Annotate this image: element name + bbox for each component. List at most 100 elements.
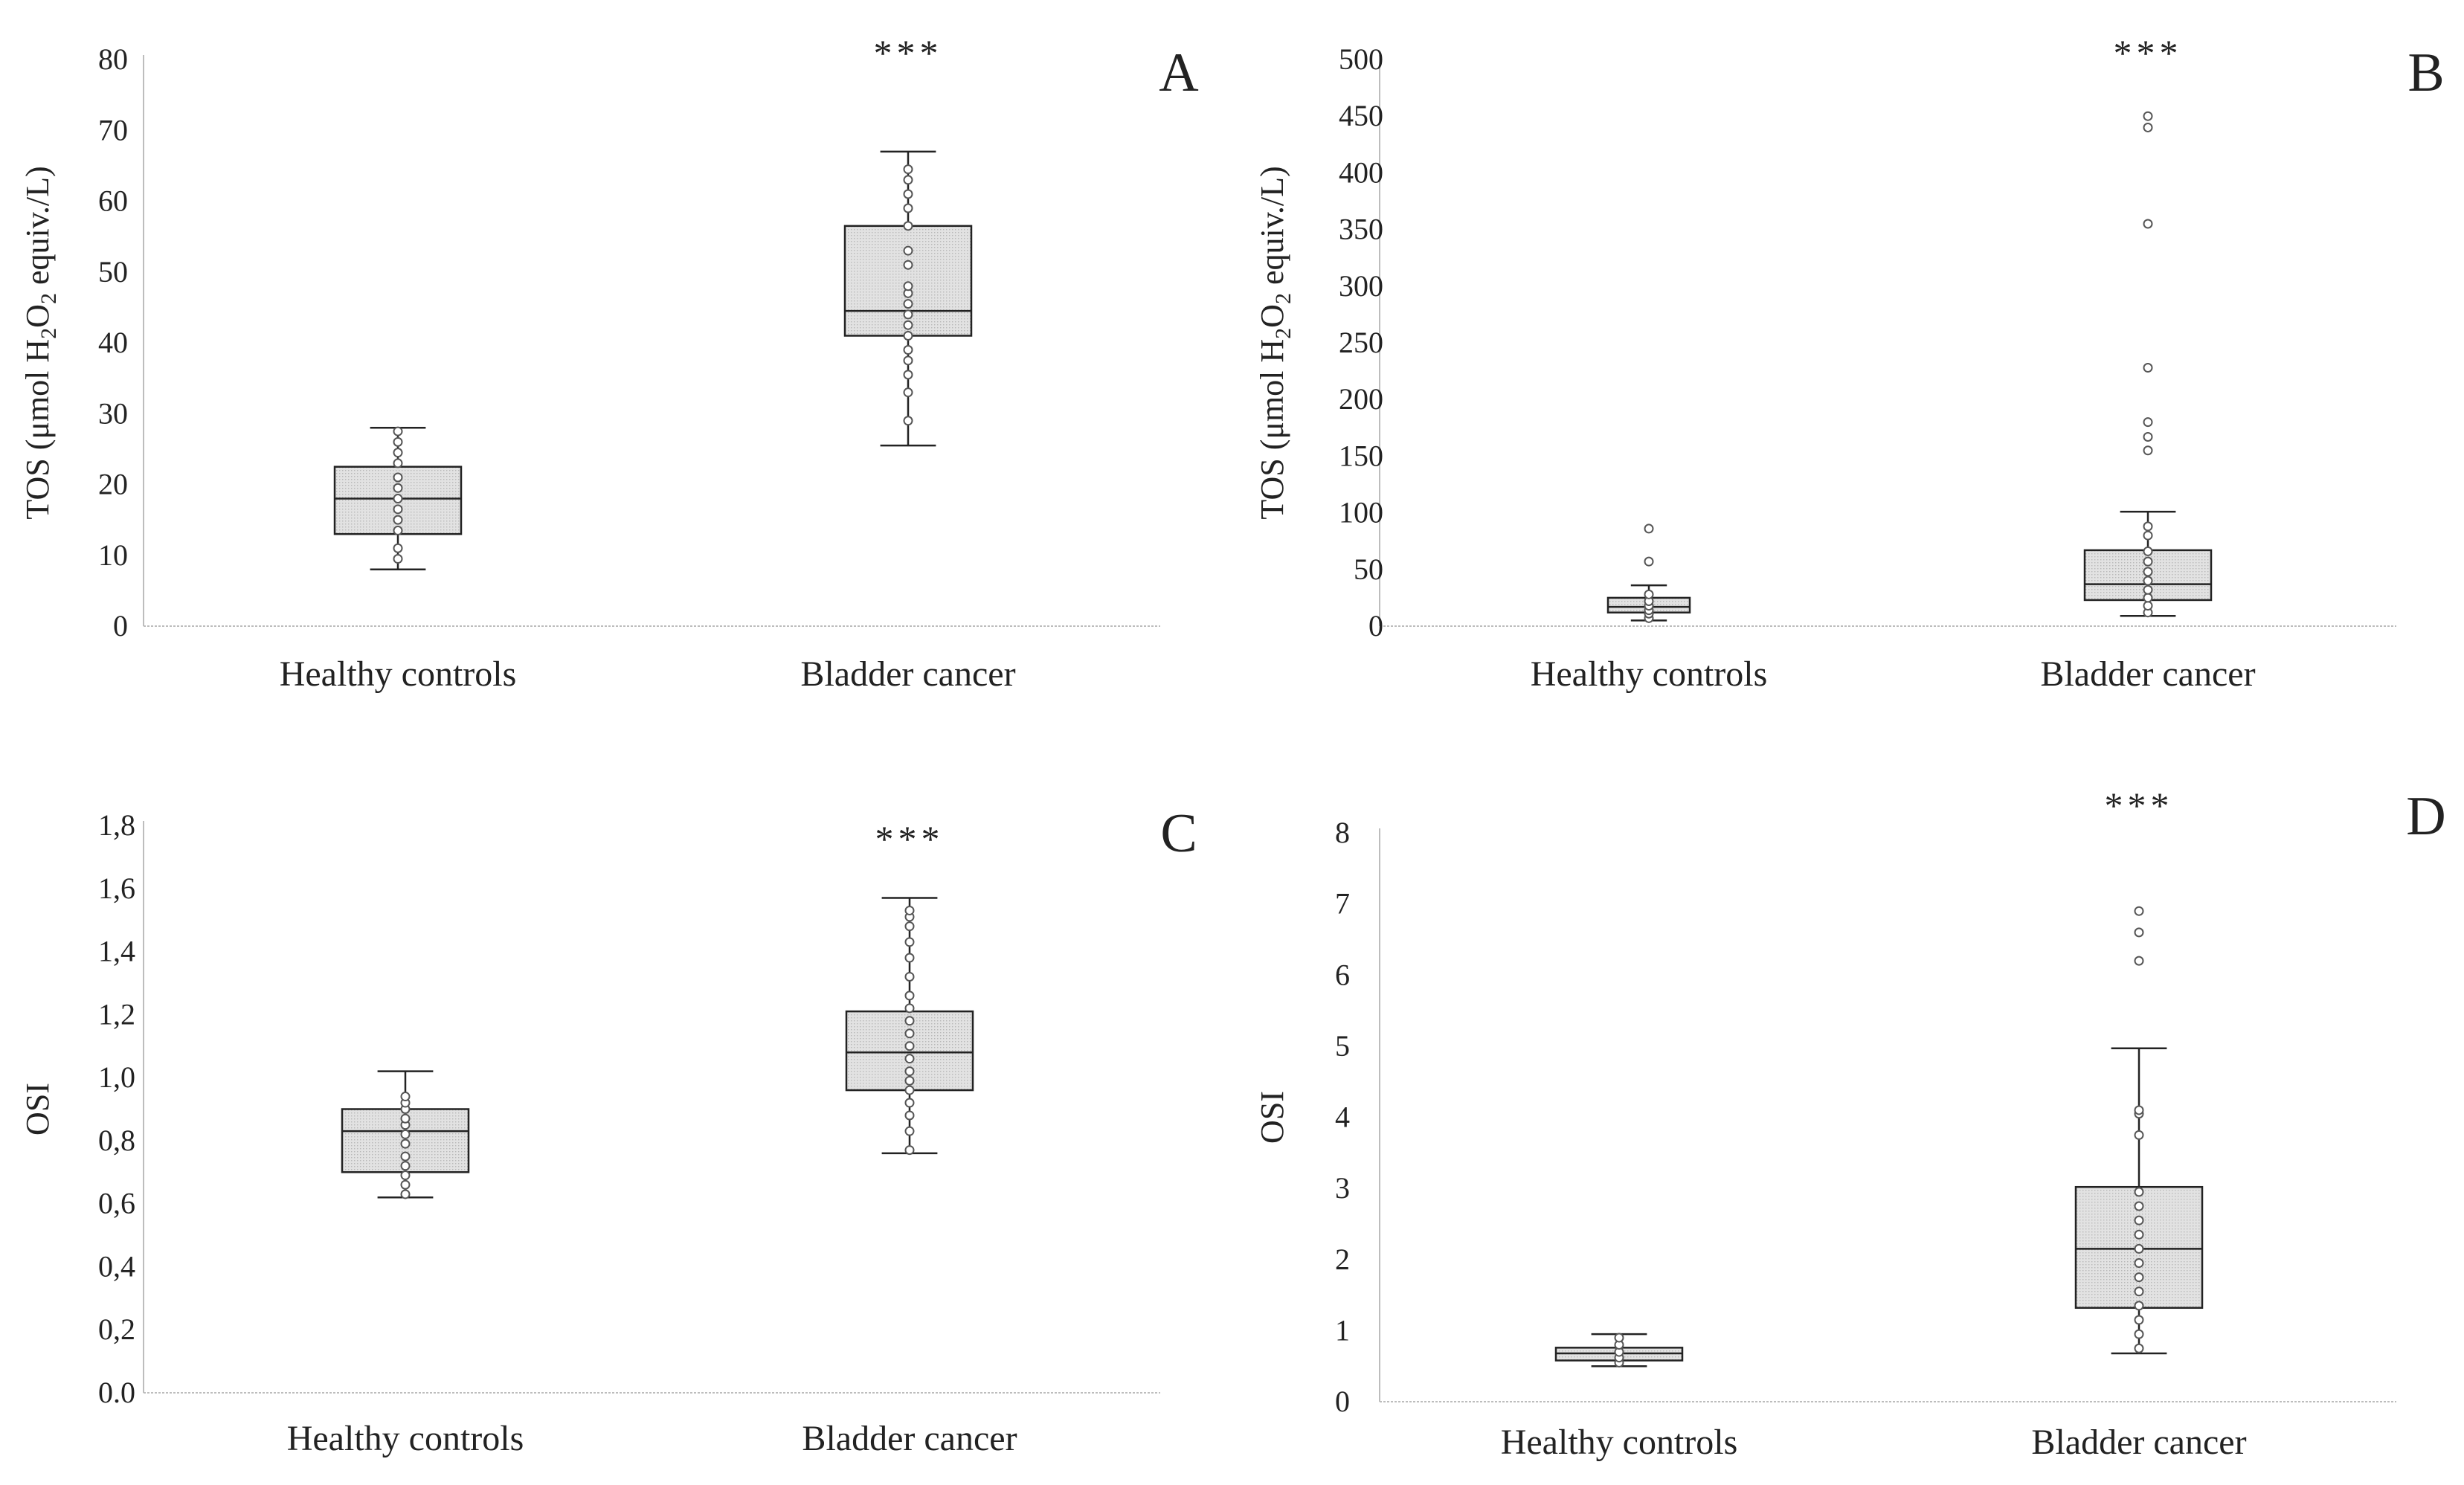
y-tick-label: 0 (1335, 1385, 1350, 1418)
data-point (903, 164, 913, 175)
y-tick-label: 1,8 (98, 808, 135, 842)
y-tick-label: 2 (1335, 1243, 1350, 1276)
data-point (393, 515, 403, 525)
panel-letter: A (1159, 42, 1198, 103)
data-point (904, 921, 915, 932)
panel-d: 0 1 2 3 4 5 6 7 8 OSI D *** Healthy controls Bladder … (1254, 785, 2446, 1462)
data-point (400, 1161, 411, 1171)
data-point (400, 1113, 411, 1124)
x-category-label: Healthy controls (280, 654, 517, 694)
data-point (904, 953, 915, 963)
data-point (400, 1189, 411, 1199)
y-tick-label: 30 (98, 396, 128, 430)
data-point (2143, 584, 2153, 595)
significance-marker: *** (875, 818, 945, 860)
y-tick-label: 10 (98, 538, 128, 572)
data-point (2143, 521, 2153, 532)
data-point (904, 1126, 915, 1136)
data-point (2134, 1258, 2144, 1269)
data-point (903, 299, 913, 309)
data-point (903, 345, 913, 355)
data-point (904, 1054, 915, 1064)
y-axis-title: TOS (μmol H2O2 equiv./L) (19, 166, 61, 519)
data-point (903, 175, 913, 185)
data-point (904, 937, 915, 947)
box-bladder-cancer (845, 897, 974, 1156)
data-point (400, 1151, 411, 1162)
y-tick-label: 450 (1339, 99, 1383, 132)
data-point (2143, 576, 2153, 586)
data-point (2134, 906, 2144, 916)
y-tick-label: 1,2 (98, 997, 135, 1031)
data-point (903, 245, 913, 256)
x-category-label: Healthy controls (1501, 1423, 1738, 1462)
y-tick-label: 100 (1339, 496, 1383, 529)
data-point (2134, 1105, 2144, 1115)
data-point (393, 458, 403, 468)
panel-letter: D (2406, 786, 2445, 847)
x-category-label: Healthy controls (287, 1419, 524, 1458)
data-point (2143, 111, 2153, 121)
data-point (904, 1016, 915, 1026)
data-point (2143, 601, 2153, 611)
y-tick-label: 70 (98, 113, 128, 146)
data-point (1644, 556, 1654, 567)
data-point (2134, 1315, 2144, 1325)
data-point (2134, 927, 2144, 938)
data-point (393, 504, 403, 515)
y-tick-label: 50 (98, 255, 128, 289)
y-tick-label: 4 (1335, 1101, 1350, 1134)
data-point (903, 189, 913, 199)
panel-c: 0.0 0,2 0,4 0,6 0,8 1,0 1,2 1,4 1,6 1,8 OSI C *** Hea… (19, 803, 1197, 1458)
data-point (2134, 1229, 2144, 1240)
data-point (393, 483, 403, 493)
data-point (903, 203, 913, 213)
y-tick-label: 300 (1339, 269, 1383, 303)
box-healthy-controls (333, 426, 463, 571)
data-point (2143, 593, 2153, 603)
data-point (400, 1179, 411, 1190)
y-tick-label: 1 (1335, 1313, 1350, 1347)
y-tick-label: 250 (1339, 326, 1383, 359)
y-axis-title: TOS (μmol H2O2 equiv./L) (1254, 166, 1296, 519)
data-point (904, 1041, 915, 1051)
x-category-label: Healthy controls (1531, 654, 1768, 694)
data-point (2134, 1215, 2144, 1225)
data-point (2134, 1187, 2144, 1197)
data-point (2134, 1343, 2144, 1353)
y-tick-label: 7 (1335, 887, 1350, 921)
data-point (2134, 1130, 2144, 1140)
panel-a: 0 10 20 30 40 50 60 70 80 TOS (μmol H2O2 equiv./L… (19, 32, 1199, 694)
data-point (904, 1075, 915, 1086)
data-point (2134, 1301, 2144, 1311)
data-point (400, 1129, 411, 1139)
data-point (2134, 1286, 2144, 1297)
data-point (2134, 1329, 2144, 1339)
significance-marker: *** (2105, 785, 2174, 826)
data-point (2134, 1201, 2144, 1211)
y-tick-label: 150 (1339, 439, 1383, 472)
data-point (903, 221, 913, 231)
data-point (2143, 556, 2153, 567)
data-point (400, 1170, 411, 1181)
x-category-label: Bladder cancer (802, 1419, 1017, 1458)
data-point (904, 1085, 915, 1095)
y-tick-label: 0,2 (98, 1312, 135, 1346)
data-point (2143, 546, 2153, 556)
data-point (904, 990, 915, 1001)
data-point (1644, 524, 1654, 534)
data-point (2143, 219, 2153, 229)
y-axis-title: OSI (1254, 1091, 1290, 1144)
y-tick-label: 3 (1335, 1171, 1350, 1205)
y-tick-label: 400 (1339, 155, 1383, 189)
box-healthy-controls (1606, 524, 1691, 623)
y-tick-label: 0 (113, 609, 128, 642)
y-tick-label: 50 (1354, 553, 1383, 586)
data-point (400, 1092, 411, 1102)
data-point (2143, 445, 2153, 456)
data-point (2134, 1272, 2144, 1283)
box-bladder-cancer (2074, 906, 2204, 1355)
significance-marker: *** (2114, 32, 2183, 74)
data-point (2143, 363, 2153, 373)
